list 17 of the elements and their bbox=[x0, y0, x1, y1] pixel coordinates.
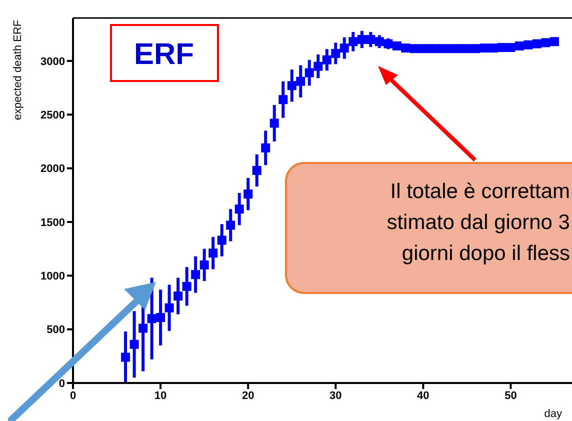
x-axis-title: day bbox=[544, 408, 562, 420]
y-tick-label: 2000 bbox=[40, 163, 65, 176]
x-tick-label: 10 bbox=[154, 390, 167, 402]
y-tick-label: 500 bbox=[46, 324, 65, 336]
x-tick-label: 30 bbox=[330, 390, 342, 402]
y-tick-label: 3000 bbox=[40, 56, 65, 68]
x-tick-label: 0 bbox=[70, 390, 76, 402]
x-tick-label: 40 bbox=[417, 390, 430, 402]
y-tick-label: 1000 bbox=[40, 270, 65, 283]
y-axis-title: expected death ERF bbox=[12, 20, 24, 120]
y-tick-label: 2500 bbox=[40, 110, 65, 122]
annotation: ERF bbox=[134, 38, 194, 71]
x-tick-label: 50 bbox=[504, 390, 517, 402]
y-tick-label: 0 bbox=[58, 378, 65, 390]
y-tick-label: 1500 bbox=[40, 216, 65, 229]
x-tick-label: 20 bbox=[242, 390, 254, 402]
annotation: Il totale è correttam stimato dal giorno 3 giorni dopo il fless bbox=[386, 180, 570, 265]
